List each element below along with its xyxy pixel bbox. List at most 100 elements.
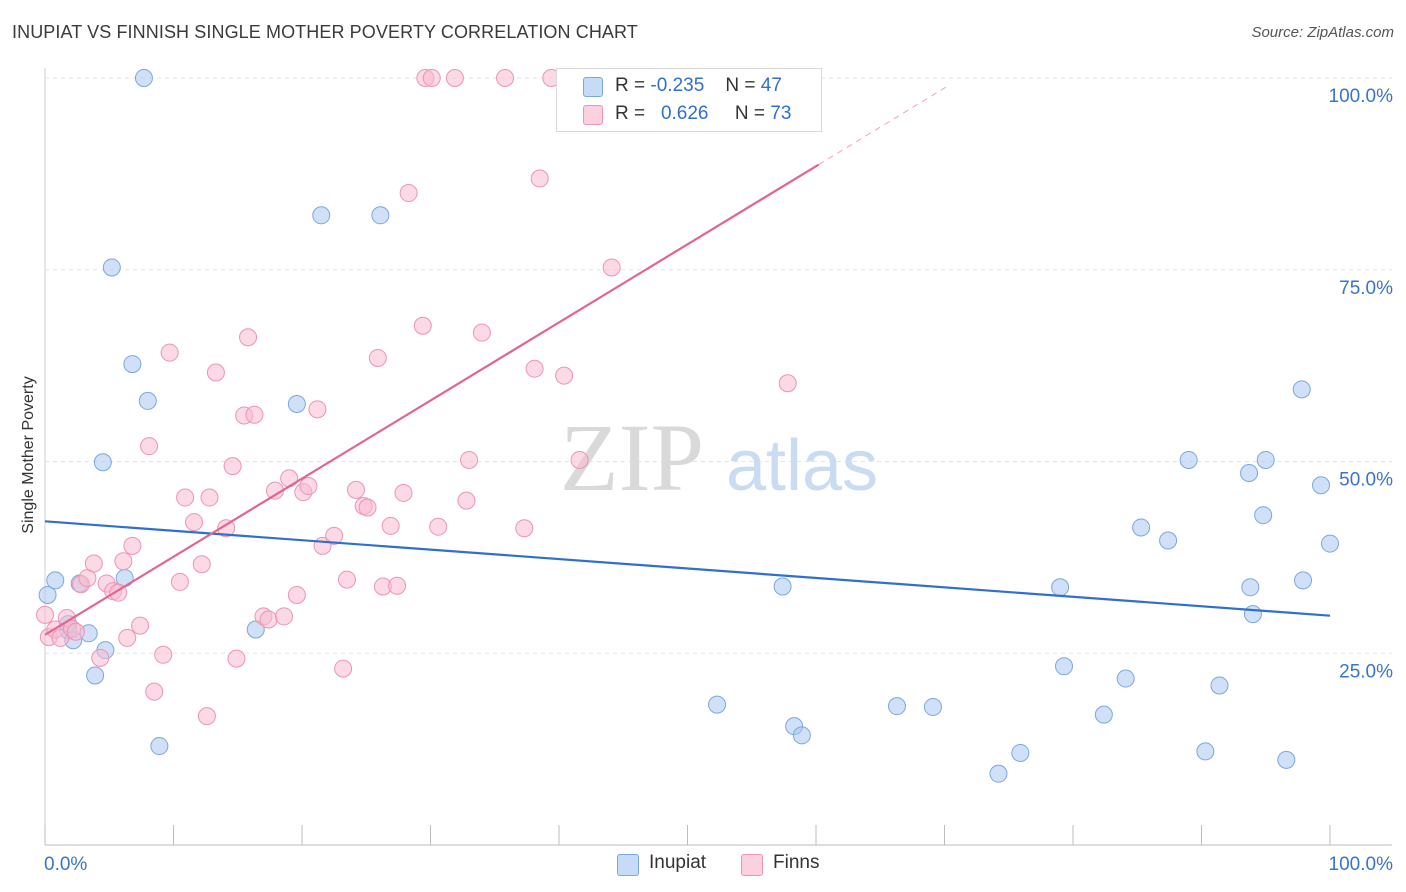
finns-point [460,450,479,469]
watermark-atlas: atlas [726,426,878,506]
data-points [36,69,1339,783]
x-tick-label-max: 100.0% [1329,854,1394,875]
finns-point [399,184,418,203]
finns-point [287,585,306,604]
finns-swatch [583,105,603,125]
inupiat-point [102,258,121,277]
inupiat-point [989,764,1008,783]
finns-point [388,576,407,595]
inupiat-point [1116,669,1135,688]
inupiat-point [134,69,153,87]
finns-point [239,328,258,347]
inupiat-point [773,577,792,596]
tick-labels: 25.0% 50.0% 75.0% 100.0% 0.0% 100.0% [44,86,1393,875]
inupiat-point [1277,750,1296,769]
finns-point [176,488,195,507]
finns-point [429,517,448,536]
finns-point [308,400,327,419]
trend-lines [44,85,1331,636]
finns-point [368,348,387,367]
n-value-inupiat: 47 [760,75,782,96]
finns-point [530,169,549,188]
finns-point [185,513,204,532]
finns-point [413,316,432,335]
finns-point [245,405,264,424]
finns-point [496,69,515,87]
finns-point [457,491,476,510]
inupiat-point [93,453,112,472]
correlation-legend: R = -0.235 N = 47 R = 0.626 N = 73 [556,68,822,132]
inupiat-point [1241,578,1260,597]
chart-title: INUPIAT VS FINNISH SINGLE MOTHER POVERTY… [12,22,638,42]
finns-trend-extension [818,85,949,166]
finns-point [227,649,246,668]
finns-point [223,457,242,476]
r-label: R = [615,103,646,124]
finns-point [131,616,150,635]
y-tick-label: 25.0% [1339,661,1393,682]
inupiat-point [46,571,65,590]
inupiat-point [150,737,169,756]
finns-point [192,555,211,574]
inupiat-point [708,695,727,714]
finns-point [525,359,544,378]
finns-point [170,572,189,591]
series-legend: Inupiat Finns [0,852,1406,878]
n-label: N = [725,75,756,96]
inupiat-point [1179,450,1198,469]
inupiat-point [887,697,906,716]
chart-source: Source: ZipAtlas.com [1251,24,1394,41]
n-label: N = [734,103,766,124]
y-tick-label: 100.0% [1329,86,1394,107]
finns-point [445,69,464,87]
finns-point [160,343,179,362]
finns-point [334,659,353,678]
inupiat-trend-line [44,520,1331,617]
finns-point [145,682,164,701]
inupiat-point [792,726,811,745]
r-label: R = [615,75,646,96]
finns-point [778,374,797,393]
inupiat-point [1294,571,1313,590]
finns-point [358,498,377,517]
inupiat-point [123,355,142,374]
finns-point [394,483,413,502]
finns-point [275,607,294,626]
finns-point [66,622,85,641]
inupiat-point [1321,534,1339,553]
n-value-finns: 73 [770,103,792,124]
finns-point [515,519,534,538]
axes [44,68,1392,846]
inupiat-point [1240,464,1259,483]
finns-point [472,323,491,342]
inupiat-point [312,206,331,225]
inupiat-point [1011,743,1030,762]
finns-legend-swatch [741,854,763,876]
r-value-inupiat: -0.235 [650,75,705,96]
finns-point [123,536,142,555]
finns-point [346,480,365,499]
finns-trend-line [44,163,820,636]
finns-point [422,69,441,87]
inupiat-point [1051,578,1070,597]
finns-point [259,610,278,629]
inupiat-point [1132,518,1151,537]
inupiat-point [371,206,390,225]
r-value-finns: 0.626 [660,103,709,124]
finns-point [325,526,344,545]
inupiat-point [1196,742,1215,761]
watermark: ZIP atlas [560,404,878,511]
inupiat-point [1292,380,1311,399]
inupiat-point [287,394,306,413]
finns-point [555,366,574,385]
finns-point [280,469,299,488]
inupiat-point [1254,506,1273,525]
inupiat-point [1243,605,1262,624]
legend-label-finns: Finns [773,852,820,873]
legend-label-inupiat: Inupiat [649,852,707,873]
finns-point [299,477,318,496]
finns-point [140,437,159,456]
finns-point [337,570,356,589]
inupiat-legend-swatch [617,854,639,876]
finns-point [381,516,400,535]
